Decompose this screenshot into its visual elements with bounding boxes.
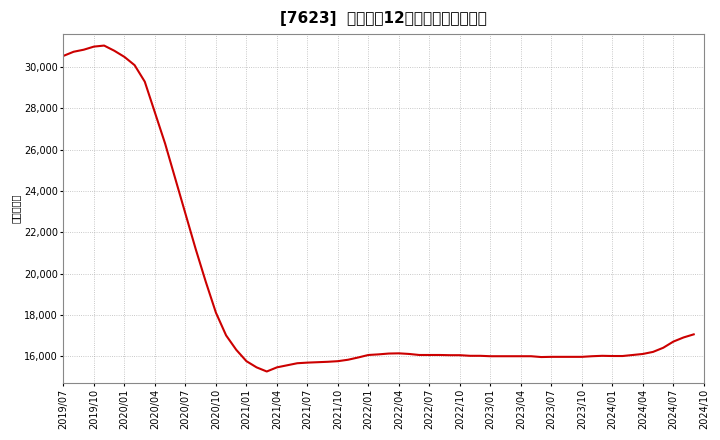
Title: [7623]  売上高の12か月移動合計の推移: [7623] 売上高の12か月移動合計の推移 bbox=[280, 11, 487, 26]
Y-axis label: （百万円）: （百万円） bbox=[11, 194, 21, 223]
